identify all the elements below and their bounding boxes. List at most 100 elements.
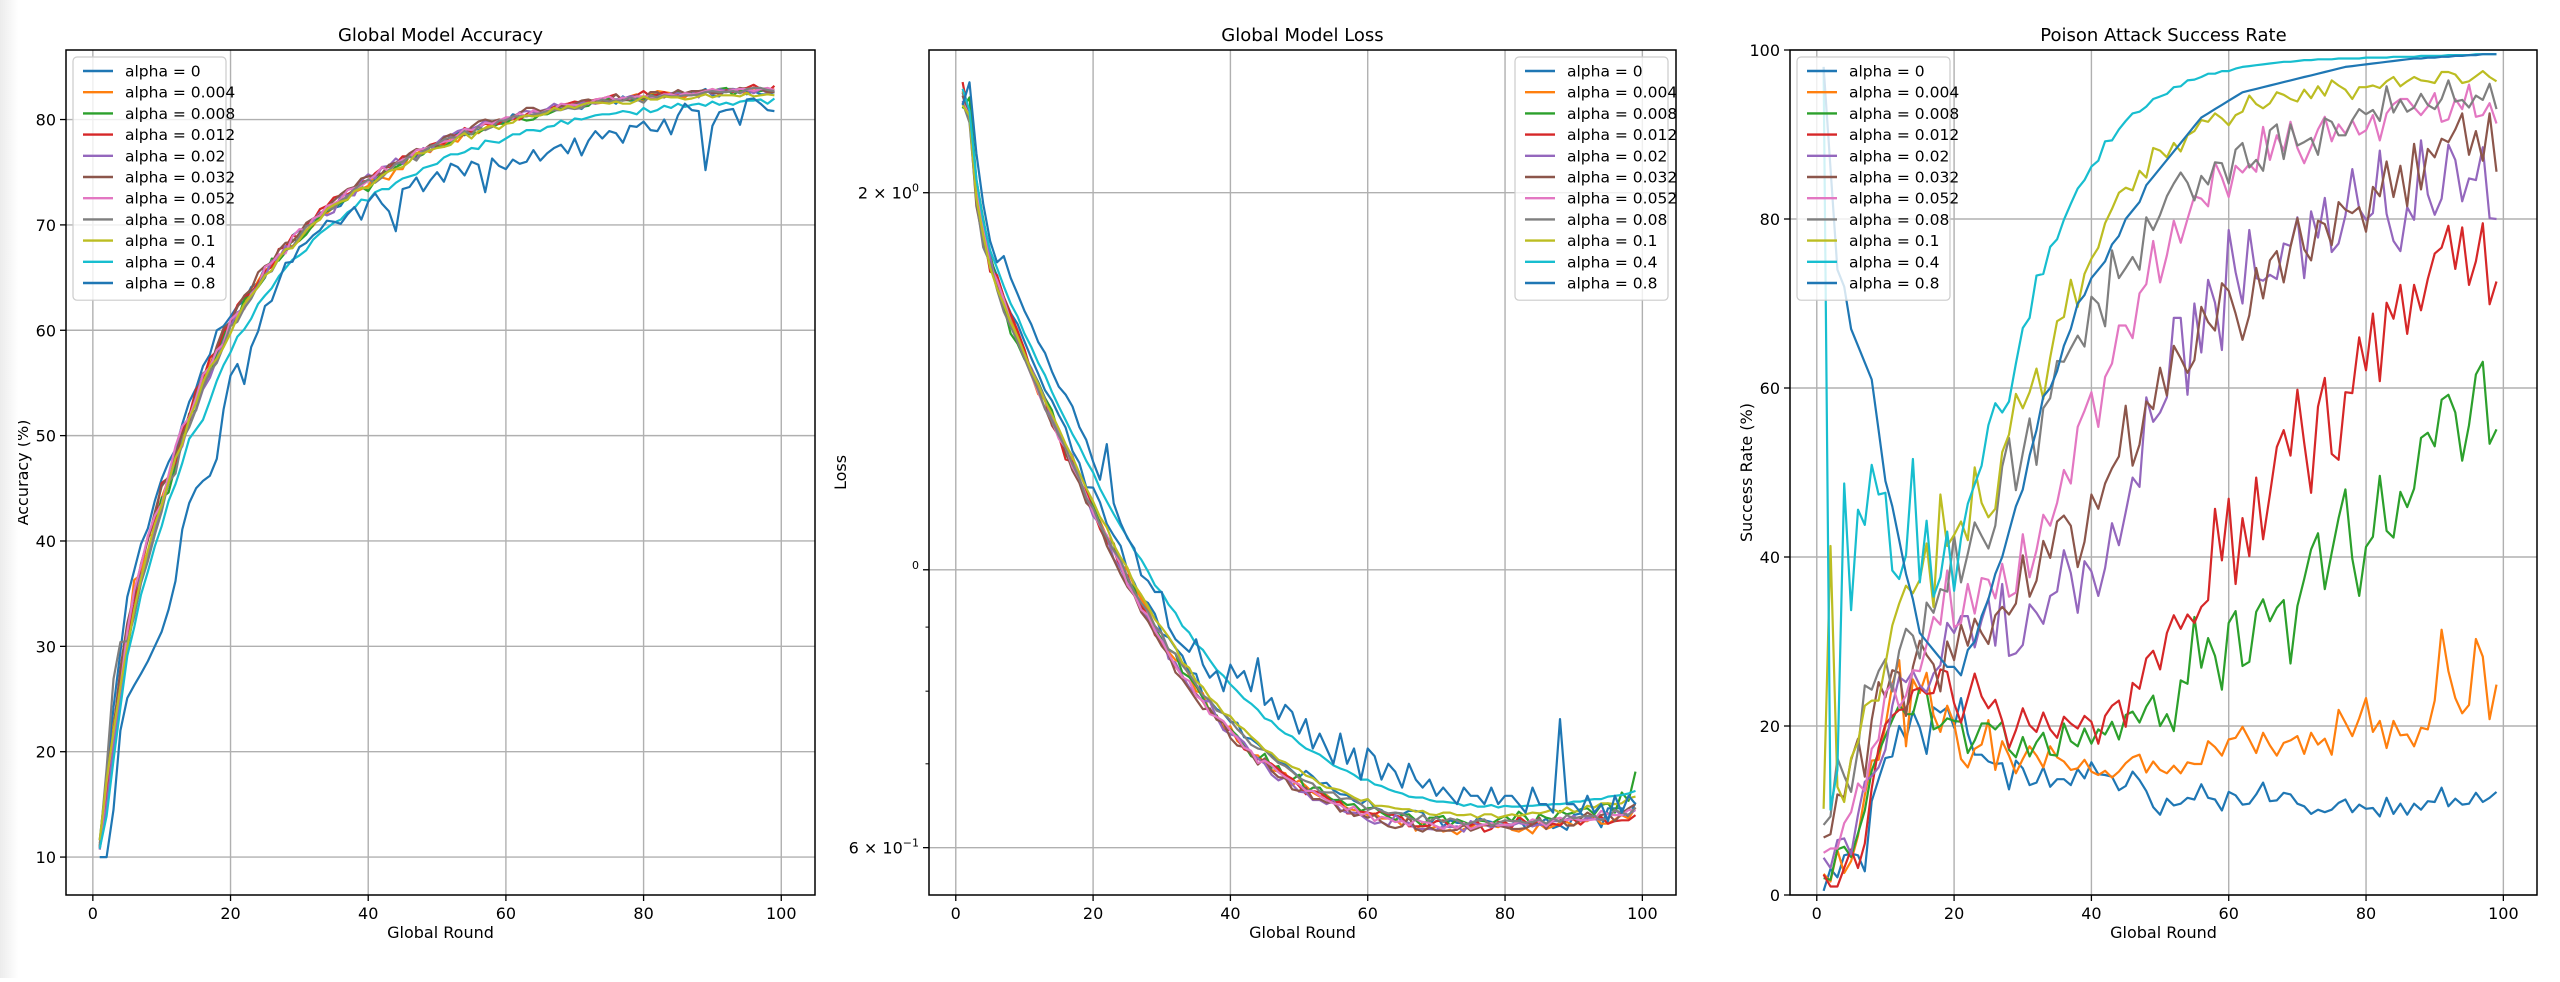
legend-entry-label: alpha = 0.052 [1567, 190, 1677, 208]
legend-entry-label: alpha = 0.1 [1567, 232, 1657, 250]
chart-title: Poison Attack Success Rate [2040, 25, 2286, 46]
series-line-7 [1822, 79, 2498, 826]
series-line-3 [1822, 222, 2498, 888]
legend-entry-label: alpha = 0.032 [1567, 169, 1677, 187]
series-line-8 [961, 104, 1636, 819]
legend-entry-label: alpha = 0.032 [1849, 169, 1959, 187]
legend-entry-label: alpha = 0.1 [1849, 232, 1939, 250]
legend: alpha = 0 alpha = 0.004 alpha = 0.008 alpha… [1514, 56, 1677, 301]
y-tick-label: 10 [36, 848, 56, 867]
x-tick-label: 40 [2081, 904, 2101, 923]
y-axis-label: Loss [831, 455, 850, 490]
x-tick-label: 60 [2219, 904, 2239, 923]
legend-entry-label: alpha = 0.004 [125, 84, 235, 102]
y-tick-label: 70 [36, 216, 56, 235]
x-tick-label: 20 [1944, 904, 1964, 923]
series-line-8 [1822, 69, 2498, 809]
chart-1: 0 20 40 60 80 100 10 20 30 40 50 60 70 80 Global Model… [13, 25, 816, 942]
y-tick-label: 40 [1760, 548, 1780, 567]
series-group [98, 83, 776, 859]
x-tick-label: 20 [220, 904, 240, 923]
y-tick-label: 100 [1749, 41, 1780, 60]
series-line-10 [99, 97, 775, 859]
legend-entry-label: alpha = 0.02 [125, 147, 225, 165]
legend-entry-label: alpha = 0.02 [1567, 147, 1667, 165]
series-group [961, 81, 1637, 836]
legend-frame [1796, 56, 1951, 301]
series-line-7 [961, 102, 1637, 827]
y-tick-label: 60 [1760, 379, 1780, 398]
series-line-10 [961, 81, 1637, 823]
legend-entry-label: alpha = 0.004 [1849, 84, 1959, 102]
x-tick-label: 20 [1083, 904, 1103, 923]
x-tick-label: 0 [951, 904, 961, 923]
legend-frame [72, 56, 227, 301]
y-tick-label: 30 [36, 637, 56, 656]
legend-entry-label: alpha = 0.008 [1567, 105, 1677, 123]
series-line-2 [1823, 360, 2498, 881]
series-line-0 [1822, 696, 2498, 892]
x-axis-label: Global Round [387, 923, 494, 942]
legend-entry-label: alpha = 0.012 [125, 126, 235, 144]
series-line-5 [1823, 112, 2498, 839]
y-tick-label: 6 × 10−1 [849, 837, 919, 858]
axes-frame [65, 49, 816, 896]
legend-entry-label: alpha = 0 [1849, 63, 1925, 81]
legend-entry-label: alpha = 0.02 [1849, 147, 1949, 165]
legend-entry-label: alpha = 0.012 [1849, 126, 1959, 144]
legend-entry-label: alpha = 0.8 [125, 275, 215, 293]
legend-entry-label: alpha = 0.008 [1849, 105, 1959, 123]
legend-entry-label: alpha = 0 [1567, 63, 1643, 81]
legend-entry-label: alpha = 0.8 [1567, 275, 1657, 293]
y-tick-label: 20 [1760, 717, 1780, 736]
legend-entry-label: alpha = 0.8 [1849, 275, 1939, 293]
y-tick-label: 50 [36, 427, 56, 446]
series-line-5 [961, 95, 1637, 833]
x-tick-label: 0 [1812, 904, 1822, 923]
axes-frame [1789, 49, 2538, 896]
y-tick-label: 0 [1770, 886, 1780, 905]
legend-entry-label: alpha = 0.008 [125, 105, 235, 123]
legend-entry-label: alpha = 0.4 [1849, 253, 1939, 271]
series-line-1 [1822, 628, 2498, 883]
axes-frame [928, 49, 1677, 896]
y-tick-label: 2 × 100 [858, 182, 919, 203]
legend-entry-label: alpha = 0 [125, 63, 201, 81]
x-tick-label: 80 [1495, 904, 1515, 923]
x-tick-label: 100 [2488, 904, 2519, 923]
legend-entry-label: alpha = 0.004 [1567, 84, 1677, 102]
x-tick-label: 60 [1358, 904, 1378, 923]
series-line-9 [1822, 53, 2497, 811]
legend-entry-label: alpha = 0.052 [1849, 190, 1959, 208]
series-line-10 [1822, 53, 2497, 677]
series-line-6 [1823, 83, 2498, 854]
legend-entry-label: alpha = 0.08 [1849, 211, 1949, 229]
legend-entry-label: alpha = 0.08 [125, 211, 225, 229]
x-tick-label: 40 [1220, 904, 1240, 923]
y-tick-label: 0 [912, 559, 919, 572]
x-tick-label: 80 [2356, 904, 2376, 923]
legend-entry-label: alpha = 0.08 [1567, 211, 1667, 229]
series-group [1822, 53, 2498, 892]
legend-entry-label: alpha = 0.032 [125, 169, 235, 187]
x-tick-label: 100 [766, 904, 797, 923]
x-tick-label: 60 [496, 904, 516, 923]
y-tick-label: 60 [36, 321, 56, 340]
legend: alpha = 0 alpha = 0.004 alpha = 0.008 alpha… [72, 56, 235, 301]
x-tick-label: 100 [1627, 904, 1658, 923]
x-axis-label: Global Round [1249, 923, 1356, 942]
legend-entry-label: alpha = 0.4 [1567, 253, 1657, 271]
window-edge [0, 0, 18, 978]
y-tick-label: 40 [36, 532, 56, 551]
chart-title: Global Model Accuracy [338, 25, 543, 46]
y-tick-label: 20 [36, 743, 56, 762]
legend-entry-label: alpha = 0.1 [125, 232, 215, 250]
legend-entry-label: alpha = 0.052 [125, 190, 235, 208]
series-line-8 [98, 92, 775, 841]
y-axis-label: Success Rate (%) [1737, 403, 1756, 542]
x-axis-label: Global Round [2110, 923, 2217, 942]
legend: alpha = 0 alpha = 0.004 alpha = 0.008 alpha… [1796, 56, 1959, 301]
legend-entry-label: alpha = 0.012 [1567, 126, 1677, 144]
